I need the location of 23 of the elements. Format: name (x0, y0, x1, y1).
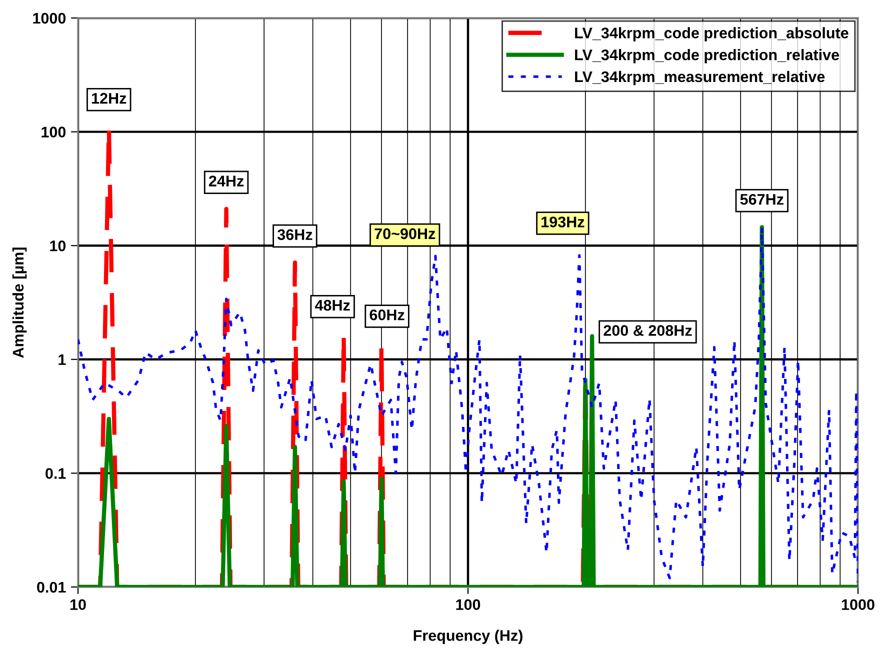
annotation: 60Hz (370, 309, 404, 320)
y-tick-label: 10 (50, 240, 66, 252)
x-tick-label: 100 (456, 599, 480, 610)
legend-label: LV_34krpm_measurement_relative (575, 70, 825, 86)
y-tick-label: 100 (42, 126, 66, 138)
x-tick-label: 10 (70, 599, 86, 610)
legend-label: LV_34krpm_code prediction_relative (575, 49, 840, 64)
annotation: 200 & 208Hz (604, 325, 692, 336)
legend-label: LV_34krpm_code prediction_absolute (575, 27, 848, 42)
x-axis-title: Frequency (Hz) (414, 630, 522, 644)
annotation: 24Hz (208, 176, 244, 186)
annotation: 36Hz (277, 229, 312, 240)
annotation: 567Hz (740, 194, 784, 205)
annotation: 70~90Hz (374, 228, 436, 240)
annotation: 193Hz (542, 216, 584, 228)
annotation: 12Hz (92, 92, 126, 104)
y-axis-title: Amplitude [µm] (12, 248, 27, 358)
y-tick-label: 0.01 (37, 582, 66, 593)
annotation: 48Hz (314, 300, 350, 311)
y-tick-label: 1 (58, 354, 66, 365)
x-tick-label: 1000 (842, 599, 874, 610)
y-tick-label: 1000 (33, 12, 66, 24)
y-tick-label: 0.1 (46, 468, 66, 479)
